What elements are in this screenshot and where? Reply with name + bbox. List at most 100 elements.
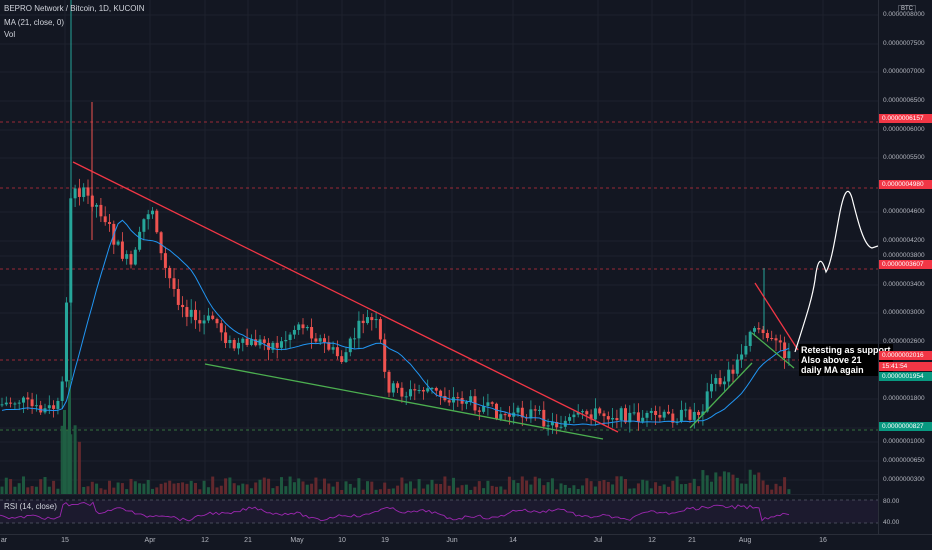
volume-bar — [697, 486, 701, 494]
candle — [194, 309, 197, 321]
volume-bar — [546, 482, 550, 494]
volume-bar — [718, 476, 722, 494]
volume-bar — [563, 484, 567, 494]
price-tag: 0.0000006157 — [879, 114, 932, 123]
volume-bar — [581, 485, 584, 494]
candle — [146, 214, 150, 220]
volume-bar — [426, 484, 430, 494]
candle — [142, 219, 146, 232]
time-tick: 21 — [244, 537, 252, 544]
volume-bar — [146, 479, 150, 494]
volume-bar — [774, 483, 778, 494]
volume-bar — [499, 486, 503, 494]
volume-bar — [692, 478, 696, 494]
candle — [366, 317, 369, 324]
volume-bar — [34, 486, 38, 494]
volume-bar — [129, 478, 133, 494]
ma-legend[interactable]: MA (21, close, 0) — [4, 18, 65, 27]
candle — [641, 417, 645, 422]
time-tick: 14 — [509, 537, 517, 544]
volume-legend[interactable]: Vol — [4, 30, 16, 39]
time-tick: May — [290, 537, 304, 544]
candle — [555, 422, 559, 428]
candle — [649, 410, 653, 413]
price-tick: 0.0000000650 — [883, 457, 925, 464]
candle — [731, 369, 735, 374]
candle — [271, 342, 275, 350]
volume-bar — [507, 476, 511, 494]
volume-bar — [572, 485, 576, 494]
rsi-pane[interactable] — [0, 494, 878, 534]
volume-bar — [9, 479, 13, 494]
price-chart[interactable] — [0, 0, 878, 494]
volume-bar — [714, 472, 718, 494]
volume-bar — [116, 482, 120, 494]
candle — [262, 339, 266, 343]
candle — [4, 402, 8, 405]
volume-bar — [615, 476, 619, 494]
candle — [434, 387, 438, 391]
price-tick: 0.0000007500 — [883, 40, 925, 47]
price-tick: 0.0000002600 — [883, 338, 925, 345]
candle — [125, 254, 129, 259]
price-axis[interactable]: 0.0000008000 0.0000007500 0.0000007000 0.00… — [878, 0, 932, 534]
volume-bar — [705, 475, 709, 494]
price-tick: 0.0000008000 — [883, 11, 925, 18]
volume-bar — [172, 483, 176, 494]
volume-bar — [761, 480, 765, 494]
volume-bar — [181, 482, 185, 494]
volume-bar — [619, 476, 623, 494]
candle — [447, 400, 451, 403]
volume-bar — [710, 481, 713, 494]
time-tick: 21 — [688, 537, 696, 544]
volume-bar — [26, 487, 30, 494]
rsi-line — [0, 501, 790, 522]
candle — [13, 403, 17, 405]
candle — [417, 390, 421, 392]
volume-bar — [232, 483, 236, 494]
candle — [705, 391, 709, 412]
candle — [606, 416, 610, 420]
volume-bar — [133, 481, 137, 494]
volume-bar — [361, 489, 365, 494]
candle — [181, 304, 185, 308]
candle — [529, 409, 533, 419]
candle — [129, 254, 133, 265]
time-tick: 12 — [201, 537, 209, 544]
candle — [288, 334, 292, 340]
candle — [138, 231, 142, 250]
time-axis[interactable]: ar 15 Apr 12 21 May 10 19 Jun 14 Jul 12 21 Aug 16 — [0, 534, 932, 550]
volume-bar — [39, 479, 43, 494]
candle — [787, 351, 791, 359]
volume-bar — [344, 481, 348, 494]
candle — [697, 411, 701, 415]
volume-bar — [185, 483, 189, 494]
projection-curve — [794, 190, 878, 353]
candle — [611, 418, 615, 420]
candle — [520, 407, 524, 418]
candle — [735, 359, 739, 374]
support-trendline — [204, 363, 604, 440]
volume-bar — [611, 484, 615, 494]
volume-bar — [151, 488, 154, 494]
volume-bar — [684, 483, 688, 494]
candle — [654, 410, 658, 415]
candle — [224, 332, 228, 344]
candle — [400, 387, 404, 397]
volume-bar — [52, 480, 56, 494]
candle — [598, 408, 602, 414]
candle — [77, 188, 81, 197]
volume-bar — [17, 483, 21, 494]
volume-bar — [370, 481, 374, 494]
candle — [95, 204, 99, 207]
volume-bar — [198, 489, 202, 494]
volume-bar — [400, 477, 404, 494]
volume-bar — [112, 487, 116, 494]
candle — [305, 327, 309, 329]
rsi-legend[interactable]: RSI (14, close) — [4, 502, 57, 511]
candle — [426, 388, 430, 392]
volume-bar — [628, 488, 632, 494]
symbol-legend[interactable]: BEPRO Network / Bitcoin, 1D, KUCOIN — [4, 4, 145, 13]
volume-bar — [43, 477, 47, 494]
candle — [176, 288, 180, 305]
